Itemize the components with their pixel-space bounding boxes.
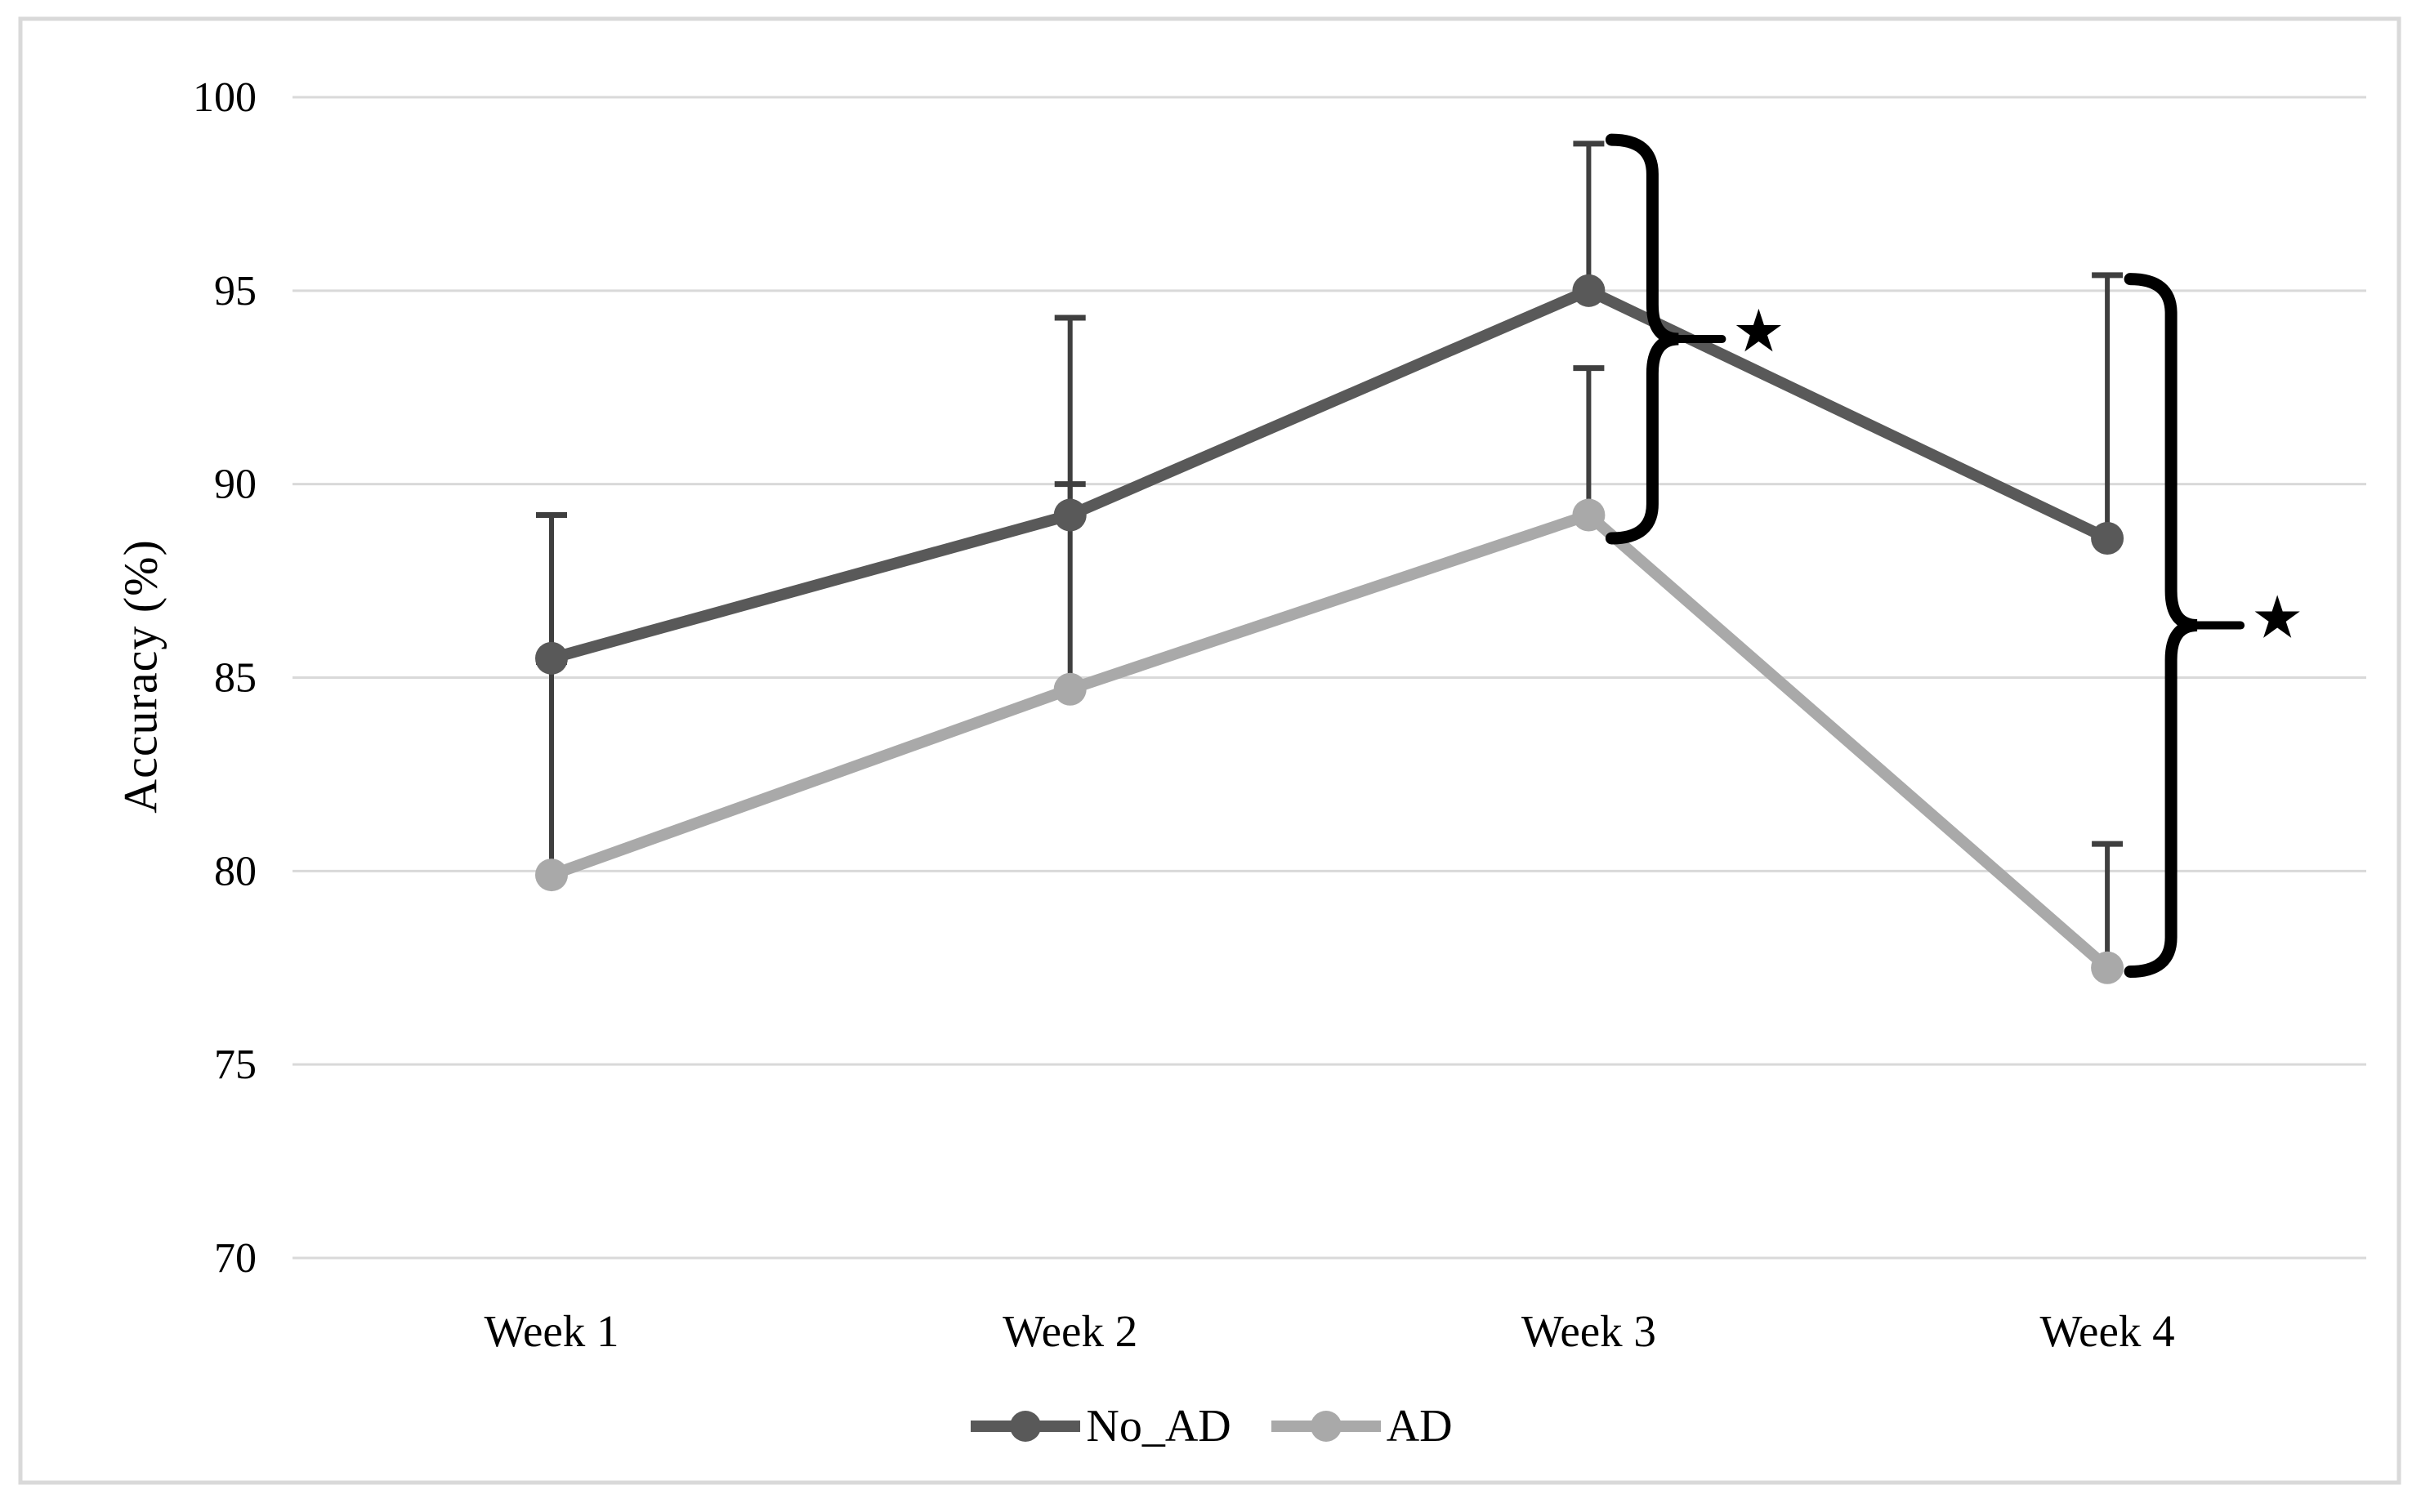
y-tick-label: 85 (214, 655, 257, 702)
legend-label-no-ad: No_AD (1086, 1401, 1231, 1452)
y-tick-label: 75 (214, 1041, 257, 1088)
data-point-marker-no_ad (535, 641, 568, 675)
legend-item-no-ad: No_AD (968, 1403, 1231, 1449)
chart-legend: No_AD AD (0, 1387, 2421, 1465)
y-axis-title: Accuracy (%) (114, 539, 168, 814)
x-tick-label: Week 4 (2040, 1306, 2175, 1356)
y-tick-label: 90 (214, 462, 257, 508)
data-point-marker-no_ad (1572, 274, 1606, 307)
y-tick-label: 100 (193, 74, 257, 121)
y-tick-label: 95 (214, 268, 257, 314)
data-point-marker-ad (535, 859, 568, 892)
series-line-ad (546, 509, 2114, 974)
x-tick-label: Week 2 (1003, 1306, 1137, 1356)
legend-item-ad: AD (1269, 1403, 1453, 1449)
y-tick-label: 80 (214, 848, 257, 894)
legend-marker-ad-icon (1271, 1411, 1381, 1442)
legend-marker-no-ad-icon (971, 1411, 1081, 1442)
significance-brace (2124, 273, 2198, 978)
data-point-marker-ad (1572, 498, 1606, 532)
x-tick-label: Week 1 (484, 1306, 619, 1356)
significance-star-icon: ★ (1732, 299, 1785, 364)
data-point-marker-no_ad (2091, 521, 2124, 555)
y-tick-label: 70 (214, 1235, 257, 1282)
data-point-marker-no_ad (1053, 498, 1087, 532)
significance-brace (1605, 133, 1679, 545)
x-tick-label: Week 3 (1521, 1306, 1656, 1356)
data-point-marker-ad (1053, 672, 1087, 706)
figure-border (18, 16, 2401, 1485)
data-point-marker-ad (2091, 951, 2124, 984)
significance-star-icon: ★ (2251, 586, 2304, 651)
series-line-no_ad (546, 284, 2114, 664)
legend-label-ad: AD (1386, 1401, 1453, 1452)
